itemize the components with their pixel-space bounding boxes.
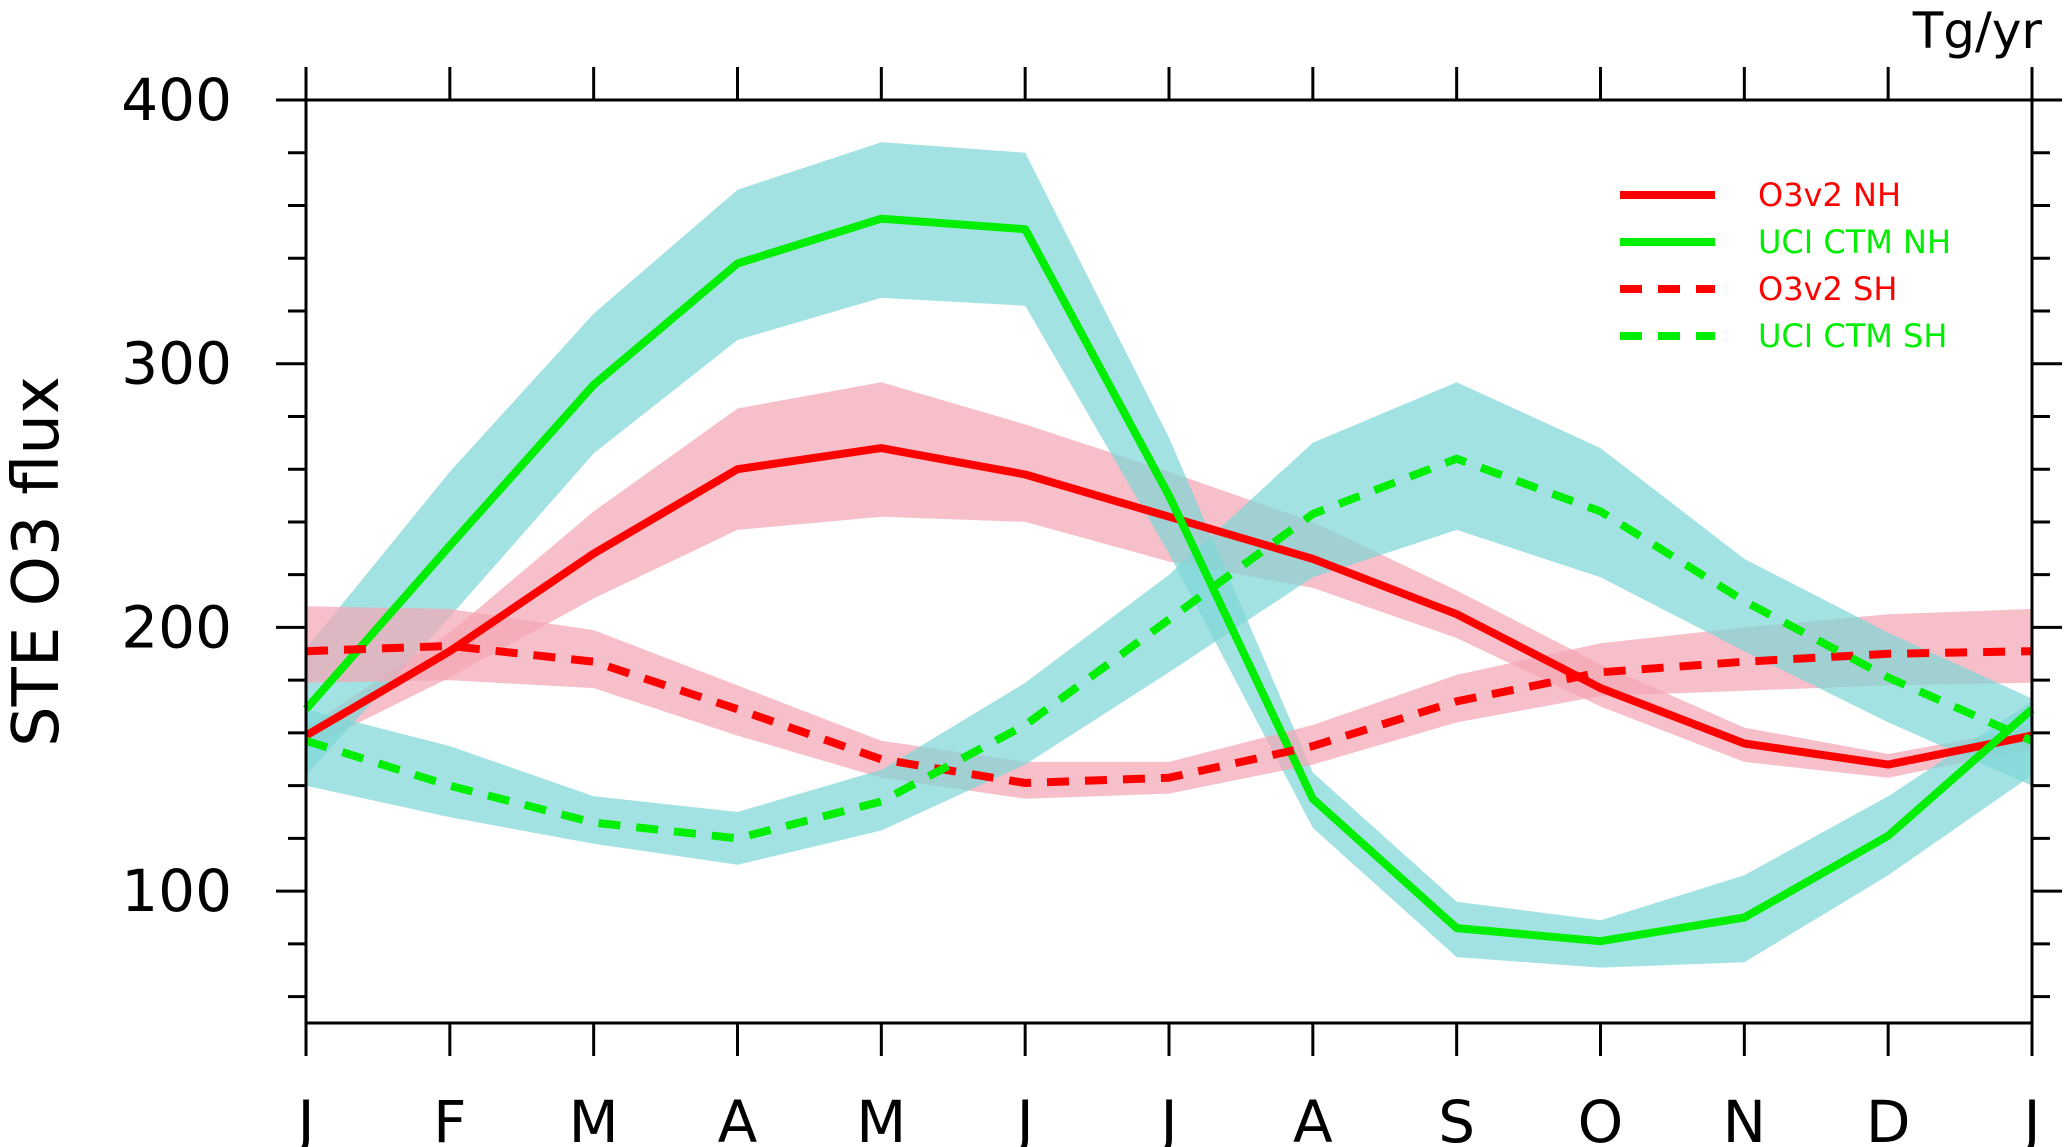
y-tick-label: 200: [121, 593, 232, 661]
series-line-1: [302, 214, 2035, 946]
x-tick-label: F: [433, 1088, 466, 1147]
units-label: Tg/yr: [1912, 2, 2043, 60]
legend-label: O3v2 NH: [1758, 176, 1901, 214]
band-1: [306, 142, 2032, 968]
x-tick-label: M: [856, 1088, 906, 1147]
y-tick-labels: 100 200 300 400: [121, 66, 232, 925]
legend: O3v2 NH UCI CTM NH O3v2 SH UCI CTM SH: [1620, 176, 1951, 355]
y-tick-label: 300: [121, 330, 232, 398]
x-tick-label: M: [569, 1088, 619, 1147]
x-tick-label: A: [1293, 1088, 1333, 1147]
y-tick-label: 400: [121, 66, 232, 134]
y-tick-label: 100: [121, 857, 232, 925]
axis-ticks: [276, 67, 2062, 1056]
y-axis-label: STE O3 flux: [0, 376, 74, 747]
x-tick-label: J: [1157, 1088, 1177, 1147]
x-tick-label: O: [1578, 1088, 1624, 1147]
uncertainty-bands: [306, 142, 2032, 968]
x-tick-label: J: [294, 1088, 314, 1147]
series-line-3: [304, 454, 2034, 843]
x-tick-label: D: [1866, 1088, 1911, 1147]
x-tick-label: N: [1723, 1088, 1766, 1147]
x-tick-label: J: [1014, 1088, 1034, 1147]
x-tick-label: A: [718, 1088, 758, 1147]
x-tick-label: S: [1438, 1088, 1475, 1147]
legend-label: O3v2 SH: [1758, 270, 1897, 308]
legend-label: UCI CTM SH: [1758, 317, 1947, 355]
series-line-2: [305, 641, 2033, 787]
series-line-0: [303, 444, 2033, 769]
band-2: [306, 606, 2032, 799]
x-tick-label: J: [2020, 1088, 2040, 1147]
legend-label: UCI CTM NH: [1758, 223, 1951, 261]
series-lines: [302, 214, 2035, 946]
